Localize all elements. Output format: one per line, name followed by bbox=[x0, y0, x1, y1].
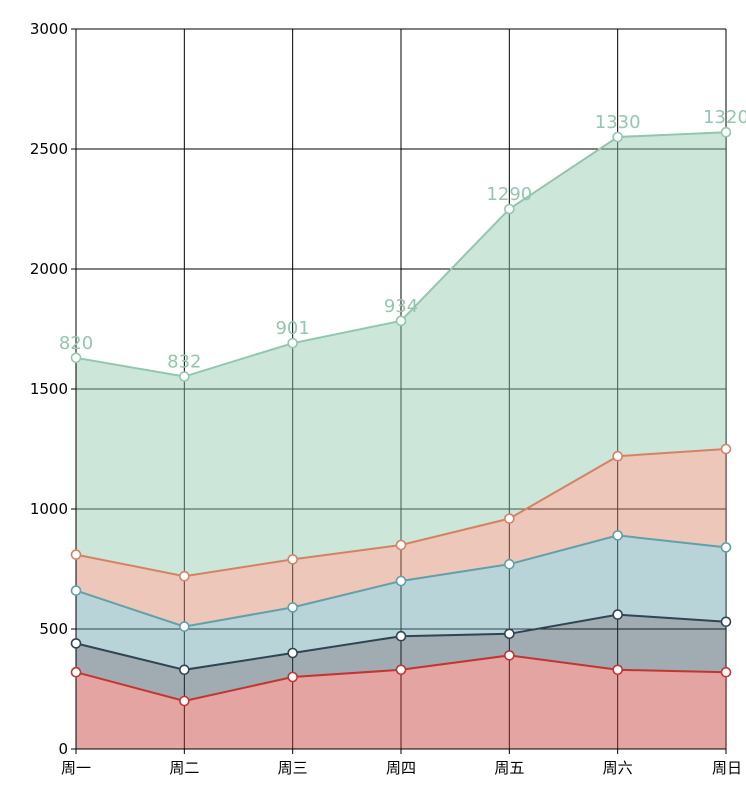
series-2-point bbox=[395, 575, 407, 587]
series-0-area bbox=[76, 655, 726, 749]
y-tick-label: 1000 bbox=[30, 500, 68, 518]
series-3-point bbox=[504, 513, 515, 524]
series-4-data-label: 901 bbox=[275, 318, 309, 339]
series-2-point bbox=[70, 585, 82, 596]
series-4-data-label: 820 bbox=[59, 333, 93, 354]
y-tick-label: 500 bbox=[39, 620, 68, 638]
series-4-data-label: 934 bbox=[384, 296, 418, 317]
series-4-data-label: 1330 bbox=[595, 112, 641, 133]
series-3-point bbox=[179, 570, 190, 582]
series-1-point bbox=[287, 647, 298, 659]
y-tick-label: 1500 bbox=[30, 380, 68, 398]
series-4-point bbox=[395, 315, 407, 327]
x-tick-label: 周日 bbox=[712, 759, 742, 777]
series-2-point bbox=[504, 558, 515, 570]
series-4-data-label: 1320 bbox=[703, 107, 746, 128]
series-4-point bbox=[179, 371, 190, 382]
series-2-point bbox=[720, 542, 732, 553]
series-0-point bbox=[287, 671, 298, 683]
axes: 0 500 1000 1500 2000 2500 3000 周一 周二 周三 周四 周五 周六 周日 bbox=[30, 20, 742, 777]
series-0-point bbox=[179, 695, 190, 707]
series-2-point bbox=[612, 530, 623, 541]
series-4-data-label: 832 bbox=[167, 352, 201, 373]
series-4-point bbox=[504, 203, 515, 215]
x-tick-label: 周三 bbox=[278, 759, 308, 777]
series-3-point bbox=[395, 539, 407, 551]
series-2-point bbox=[287, 602, 298, 613]
x-tick-label: 周五 bbox=[494, 759, 524, 777]
y-tick-label: 2000 bbox=[30, 260, 68, 278]
x-tick-label: 周六 bbox=[603, 759, 633, 777]
x-tick-label: 周二 bbox=[169, 759, 199, 777]
x-tick-label: 周四 bbox=[386, 759, 416, 777]
series-4-point bbox=[720, 126, 732, 138]
series-4-area bbox=[76, 132, 726, 577]
point-layer bbox=[70, 126, 732, 707]
series-3-point bbox=[612, 450, 623, 462]
series-1-point bbox=[504, 628, 515, 640]
area-layer bbox=[76, 132, 726, 749]
series-4-point bbox=[287, 337, 298, 349]
y-tick-label: 0 bbox=[58, 740, 68, 758]
series-1-area bbox=[76, 614, 726, 701]
series-4-point bbox=[612, 131, 623, 143]
series-0-point bbox=[395, 664, 407, 676]
series-4-data-label: 1290 bbox=[486, 184, 532, 205]
data-label-layer: 820 832 901 934 1290 1330 1320 bbox=[59, 107, 746, 372]
series-0-point bbox=[612, 664, 623, 676]
series-3-point bbox=[70, 549, 82, 560]
series-3-area bbox=[76, 449, 726, 627]
series-1-point bbox=[395, 630, 407, 642]
series-1-point bbox=[720, 616, 732, 628]
y-tick-label: 2500 bbox=[30, 140, 68, 158]
series-0-point bbox=[504, 650, 515, 661]
series-2-area bbox=[76, 535, 726, 670]
x-tick-label: 周一 bbox=[61, 759, 91, 777]
series-0-point bbox=[720, 666, 732, 678]
series-1-point bbox=[612, 609, 623, 620]
y-tick-label: 3000 bbox=[30, 20, 68, 38]
series-1-point bbox=[179, 664, 190, 676]
series-1-point bbox=[70, 638, 82, 649]
series-4-point bbox=[70, 352, 82, 364]
series-3-point bbox=[720, 443, 732, 455]
series-2-point bbox=[179, 621, 190, 632]
series-3-point bbox=[287, 554, 298, 565]
series-0-point bbox=[70, 666, 82, 678]
